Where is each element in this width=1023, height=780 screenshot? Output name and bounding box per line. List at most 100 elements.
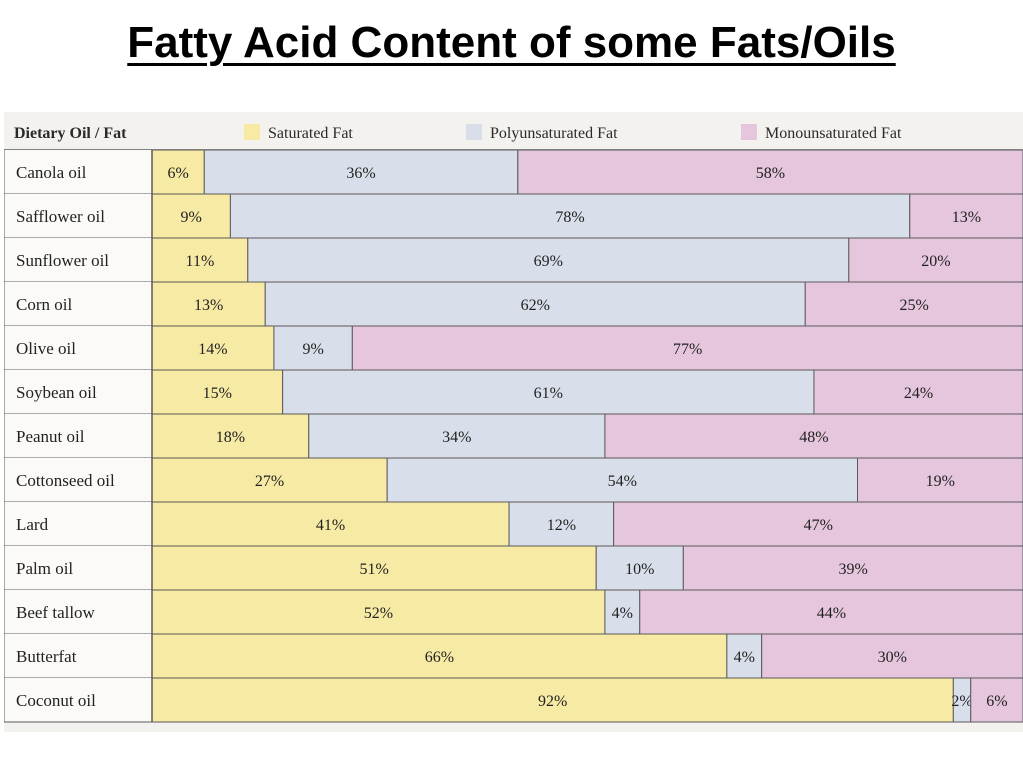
- bar-segment: [151, 325, 275, 371]
- header-row-bg: [4, 112, 1023, 150]
- data-label: 41%: [316, 517, 345, 534]
- bar-segment: [151, 677, 954, 723]
- data-label: 9%: [181, 209, 202, 226]
- row-label-cell: [4, 634, 152, 678]
- bar-segment: [151, 633, 728, 679]
- bar-segment: [151, 193, 231, 239]
- legend-label-1: Saturated Fat: [268, 125, 353, 142]
- bar-segment: [351, 325, 1023, 371]
- fatty-acid-chart: Dietary Oil / Fat Saturated Fat Polyunsatu…: [4, 112, 1023, 723]
- bar-segment: [761, 633, 1023, 679]
- data-label: 92%: [538, 693, 567, 710]
- row-label: Coconut oil: [16, 691, 96, 710]
- legend-swatch-2: [466, 124, 482, 140]
- bar-segment: [308, 413, 606, 459]
- row-label: Olive oil: [16, 339, 76, 358]
- data-label: 48%: [799, 429, 828, 446]
- legend-label-3: Monounsaturated Fat: [765, 125, 902, 142]
- row-label: Cottonseed oil: [16, 471, 115, 490]
- bar-segment: [970, 677, 1023, 723]
- row-label: Corn oil: [16, 295, 72, 314]
- data-label: 36%: [346, 165, 375, 182]
- fatty-acid-chart-figure: Dietary Oil / Fat Saturated Fat Polyunsatu…: [4, 112, 1023, 732]
- bar-segment: [151, 457, 388, 503]
- row-label-cell: [4, 150, 152, 194]
- data-label: 24%: [904, 385, 933, 402]
- data-label: 14%: [198, 341, 227, 358]
- header-label: Dietary Oil / Fat: [14, 125, 127, 142]
- legend-label-2: Polyunsaturated Fat: [490, 125, 618, 142]
- row-label-cell: [4, 370, 152, 414]
- row-label-cell: [4, 414, 152, 458]
- bar-segment: [203, 149, 519, 195]
- data-label: 54%: [608, 473, 637, 490]
- row-label: Beef tallow: [16, 603, 96, 622]
- legend-swatch-3: [741, 124, 757, 140]
- data-label: 20%: [921, 253, 950, 270]
- data-label: 47%: [804, 517, 833, 534]
- bar-segment: [613, 501, 1023, 547]
- row-label-cell: [4, 502, 152, 546]
- bar-segment: [813, 369, 1023, 415]
- bar-segment: [682, 545, 1023, 591]
- data-label: 11%: [186, 253, 215, 270]
- row-label-cell: [4, 458, 152, 502]
- bar-segment: [604, 413, 1023, 459]
- bar-segment: [857, 457, 1023, 503]
- row-label: Canola oil: [16, 163, 87, 182]
- bar-segment: [273, 325, 353, 371]
- data-label: 52%: [364, 605, 393, 622]
- row-label: Safflower oil: [16, 207, 105, 226]
- row-label: Sunflower oil: [16, 251, 109, 270]
- data-label: 58%: [756, 165, 785, 182]
- data-label: 2%: [951, 693, 972, 710]
- data-label: 18%: [216, 429, 245, 446]
- bar-segment: [247, 237, 850, 283]
- bar-segment: [229, 193, 911, 239]
- bar-segment: [517, 149, 1023, 195]
- row-label-cell: [4, 194, 152, 238]
- data-label: 39%: [838, 561, 867, 578]
- data-label: 77%: [673, 341, 702, 358]
- row-label-cell: [4, 546, 152, 590]
- legend-swatch-1: [244, 124, 260, 140]
- row-label-cell: [4, 678, 152, 722]
- bar-segment: [595, 545, 684, 591]
- bar-segment: [639, 589, 1023, 635]
- row-label: Lard: [16, 515, 49, 534]
- bar-segment: [151, 237, 249, 283]
- data-label: 44%: [817, 605, 846, 622]
- row-label: Peanut oil: [16, 427, 85, 446]
- bar-segment: [151, 369, 284, 415]
- row-label: Butterfat: [16, 647, 77, 666]
- bar-segment: [804, 281, 1023, 327]
- data-label: 10%: [625, 561, 654, 578]
- data-label: 78%: [555, 209, 584, 226]
- row-label-cell: [4, 238, 152, 282]
- data-label: 15%: [203, 385, 232, 402]
- data-label: 13%: [194, 297, 223, 314]
- row-label-cell: [4, 326, 152, 370]
- data-label: 61%: [534, 385, 563, 402]
- data-label: 4%: [612, 605, 633, 622]
- bar-segment: [151, 281, 266, 327]
- data-label: 6%: [167, 165, 188, 182]
- slide-title: Fatty Acid Content of some Fats/Oils: [127, 18, 896, 67]
- data-label: 12%: [547, 517, 576, 534]
- bar-segment: [508, 501, 615, 547]
- data-label: 27%: [255, 473, 284, 490]
- data-label: 25%: [899, 297, 928, 314]
- bar-segment: [848, 237, 1023, 283]
- row-label-cell: [4, 590, 152, 634]
- row-label: Palm oil: [16, 559, 73, 578]
- data-label: 13%: [952, 209, 981, 226]
- data-label: 19%: [926, 473, 955, 490]
- bar-segment: [282, 369, 815, 415]
- data-label: 9%: [302, 341, 323, 358]
- data-label: 6%: [986, 693, 1007, 710]
- data-label: 34%: [442, 429, 471, 446]
- data-label: 51%: [359, 561, 388, 578]
- data-label: 69%: [534, 253, 563, 270]
- data-label: 62%: [521, 297, 550, 314]
- bar-segment: [151, 501, 510, 547]
